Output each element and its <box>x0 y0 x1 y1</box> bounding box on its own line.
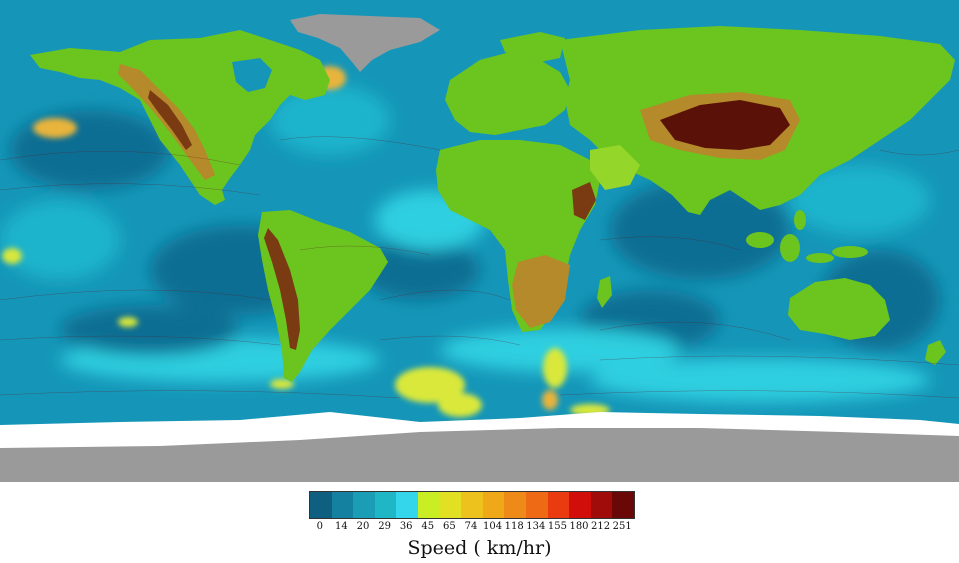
ethiopian-highland <box>572 182 596 220</box>
legend-tick-label: 251 <box>612 521 632 532</box>
legend-swatch <box>547 492 570 518</box>
antarctica-interior <box>0 428 959 482</box>
high-wind-areas <box>2 62 610 417</box>
legend-swatch <box>612 492 634 518</box>
legend-swatch <box>525 492 548 518</box>
legend-tick-label: 65 <box>443 521 456 532</box>
legend-swatch <box>569 492 591 518</box>
greenland <box>290 14 440 72</box>
australia <box>788 278 890 340</box>
legend-swatch <box>590 492 613 518</box>
japan <box>858 104 878 140</box>
legend-tick-label: 29 <box>378 521 391 532</box>
legend-swatch <box>353 492 375 518</box>
andes <box>264 228 300 350</box>
europe <box>445 52 570 135</box>
legend-swatch <box>417 492 440 518</box>
maritime-southeast-asia <box>746 210 868 263</box>
scandinavia <box>500 32 565 62</box>
legend-swatch <box>310 492 332 518</box>
legend-title: Speed ( km/hr) <box>407 537 552 559</box>
legend-swatch <box>461 492 483 518</box>
legend-tick-label: 74 <box>464 521 478 532</box>
legend-tick-label: 118 <box>504 521 524 532</box>
world-wind-speed-map <box>0 0 959 482</box>
legend-tick-label: 45 <box>421 521 435 532</box>
southern-africa-highland <box>512 255 570 328</box>
legend-swatch <box>331 492 354 518</box>
legend-tick-label: 155 <box>547 521 567 532</box>
legend-tick-label: 14 <box>335 521 348 532</box>
speed-legend: 0 14 20 29 36 45 65 74 104 118 134 155 180 212 251 Spe… <box>0 482 959 563</box>
himalaya <box>660 100 790 150</box>
madagascar <box>597 276 612 308</box>
wind-streamlines <box>0 136 959 399</box>
legend-swatch <box>374 492 397 518</box>
legend-tick-label: 0 <box>316 521 323 532</box>
rocky-mountains-high <box>148 90 192 150</box>
arabian-peninsula <box>590 145 640 190</box>
legend-tick-label: 20 <box>356 521 370 532</box>
legend-swatch <box>439 492 462 518</box>
legend-tick-label: 212 <box>591 521 611 532</box>
legend-tick-label: 180 <box>569 521 589 532</box>
legend-tick-label: 104 <box>483 521 503 532</box>
new-zealand <box>925 340 946 365</box>
legend-swatch <box>396 492 418 518</box>
legend-swatch <box>482 492 505 518</box>
legend-tick-label: 36 <box>399 521 413 532</box>
hudson-bay <box>232 58 272 92</box>
legend-tick-label: 134 <box>526 521 546 532</box>
legend-color-bar <box>309 491 635 519</box>
legend-swatch <box>504 492 526 518</box>
legend-tick-labels: 0 14 20 29 36 45 65 74 104 118 134 155 180 212 251 <box>309 521 633 535</box>
